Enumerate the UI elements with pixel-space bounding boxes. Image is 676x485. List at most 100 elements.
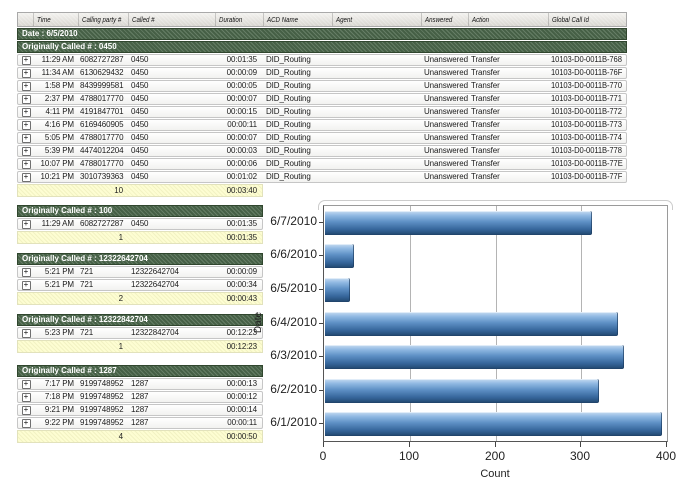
expand-row-button[interactable]: + [21,328,31,338]
called-number-cell: 0450 [131,94,149,103]
summary-spacer-cell [129,232,216,243]
calling-party-cell: 6169460905 [80,120,124,129]
summary-spacer-cell [129,185,216,196]
summary-spacer-cell [34,341,79,352]
expand-row-button[interactable]: + [21,219,31,229]
chart-bar-6-6-2010 [325,244,354,268]
y-axis-category-label: 6/3/2010 [270,348,317,362]
time-cell: 4:16 PM [44,120,74,129]
column-header-label: Time [37,15,51,24]
acd-name-cell: DID_Routing [266,120,311,129]
time-cell: 10:21 PM [40,172,75,181]
agent-cell [333,172,422,182]
global-call-id-text: 10103-D0-0011B-77F [551,172,623,181]
summary-spacer-cell [34,232,79,243]
column-header-agent: Agent [333,13,422,26]
summary-spacer-cell [129,341,216,352]
time-cell: 5:21 PM [44,267,74,276]
call-record-row: +9:22 PM 9199748952 1287 00:00:11 [17,417,263,429]
global-call-id-text: 10103-D0-0011B-768 [551,55,622,64]
summary-spacer-cell [18,341,34,352]
global-call-id-cell: 10103-D0-0011B-778 [549,146,628,156]
expand-row-button[interactable]: + [21,146,31,156]
expand-row-button[interactable]: + [21,172,31,182]
expand-row-button[interactable]: + [21,120,31,130]
expand-row-button[interactable]: + [21,55,31,65]
answered-cell: Unanswered [424,146,468,155]
expand-row-button[interactable]: + [21,267,31,277]
calling-party-cell: 9199748952 [80,418,124,427]
called-number-cell: 12322642704 [131,267,179,276]
acd-name-cell: DID_Routing [266,172,311,181]
time-cell: 7:18 PM [44,392,74,401]
global-call-id-text: 10103-D0-0011B-772 [551,107,622,116]
global-call-id-text: 10103-D0-0011B-771 [551,94,622,103]
originally-called-band: Originally Called # : 1287 [17,365,263,377]
expand-row-button[interactable]: + [21,392,31,402]
x-axis-tick-label: 300 [569,449,591,463]
call-record-row: +11:29 AM 6082727287 0450 00:01:35 [17,218,263,230]
summary-spacer-cell [18,185,34,196]
expand-row-button[interactable]: + [21,418,31,428]
call-group-section: Originally Called # : 12322842704 +5:23 P… [17,314,627,353]
originally-called-band: Originally Called # : 0450 [17,41,627,53]
summary-duration-cell: 00:00:50 [226,432,257,441]
y-axis-category-label: 6/2/2010 [270,382,317,396]
action-cell: Transfer [471,133,500,142]
called-number-cell: 0450 [131,172,149,181]
global-call-id-cell: 10103-D0-0011B-77F [549,172,628,182]
agent-cell [333,68,422,78]
x-axis-tick [495,442,496,447]
calling-party-cell: 721 [80,267,94,276]
column-header-label: Duration [219,15,243,24]
expand-row-button[interactable]: + [21,94,31,104]
calling-party-cell: 721 [80,328,94,337]
table-header-corner-cell [18,13,34,26]
agent-cell [333,55,422,65]
time-cell: 9:22 PM [44,418,74,427]
expand-cell: + [18,219,34,229]
called-number-cell: 12322642704 [131,280,179,289]
expand-row-button[interactable]: + [21,107,31,117]
column-header-global-call-id: Global Call Id [549,13,628,26]
call-record-row: +11:34 AM 6130629432 0450 00:00:09 DID_Routi… [17,67,627,79]
y-axis-tick [319,289,323,290]
action-cell: Transfer [471,94,500,103]
acd-name-cell: DID_Routing [266,133,311,142]
call-record-row: +5:21 PM 721 12322642704 00:00:34 [17,279,263,291]
duration-cell: 00:12:23 [226,328,257,337]
duration-cell: 00:00:07 [226,94,257,103]
agent-cell [333,81,422,91]
acd-name-cell: DID_Routing [266,159,311,168]
expand-cell: + [18,146,34,156]
y-axis-tick [319,222,323,223]
expand-cell: + [18,172,34,182]
expand-row-button[interactable]: + [21,68,31,78]
call-record-row: +5:23 PM 721 12322842704 00:12:23 [17,327,263,339]
time-cell: 7:17 PM [44,379,74,388]
duration-cell: 00:00:06 [226,159,257,168]
originally-called-band: Originally Called # : 100 [17,205,263,217]
expand-row-button[interactable]: + [21,379,31,389]
expand-cell: + [18,94,34,104]
expand-row-button[interactable]: + [21,133,31,143]
global-call-id-cell: 10103-D0-0011B-76F [549,68,628,78]
group-summary-row: 2 00:00:43 [17,292,263,305]
chart-bar-6-2-2010 [325,379,599,403]
call-group-section: Originally Called # : 12322642704 +5:21 P… [17,253,627,305]
column-header-answered: Answered [422,13,469,26]
table-header-row: Time Calling party # Called # Duration ACD N… [17,12,627,27]
expand-row-button[interactable]: + [21,159,31,169]
column-header-label: Calling party # [82,15,122,24]
expand-row-button[interactable]: + [21,405,31,415]
chart-plot-area [323,205,668,442]
expand-row-button[interactable]: + [21,81,31,91]
answered-cell: Unanswered [424,133,468,142]
call-record-row: +10:21 PM 3010739363 0450 00:01:02 DID_Routi… [17,171,627,183]
expand-cell: + [18,328,34,338]
action-cell: Transfer [471,68,500,77]
expand-row-button[interactable]: + [21,280,31,290]
call-record-row: +5:21 PM 721 12322642704 00:00:09 [17,266,263,278]
time-cell: 5:39 PM [44,146,74,155]
